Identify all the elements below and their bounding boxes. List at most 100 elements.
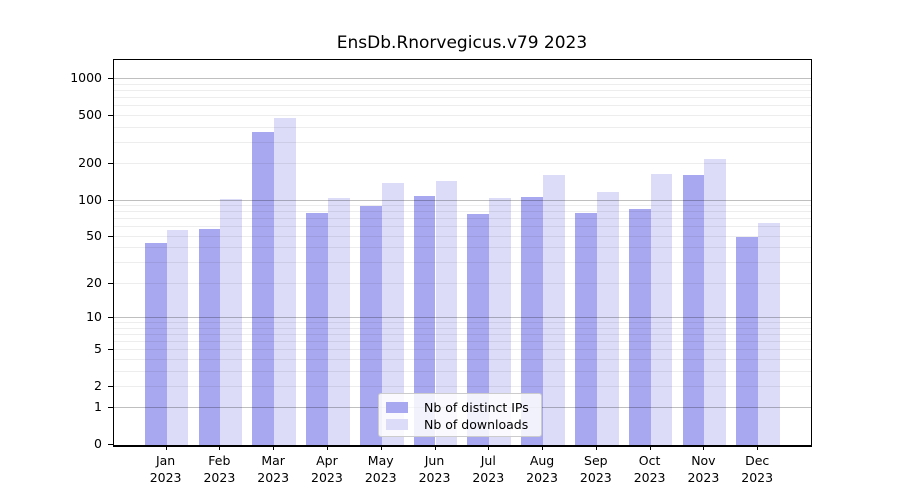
gridline-minor-60 xyxy=(114,226,811,228)
gridline-major-10 xyxy=(114,317,811,319)
gridline-minor-40 xyxy=(114,247,811,249)
bar-distinct-ips-oct xyxy=(628,209,651,445)
y-tick-label-10: 10 xyxy=(86,309,102,324)
x-tick-mark-aug xyxy=(542,446,544,450)
y-tick-mark-10 xyxy=(108,317,113,318)
bar-downloads-jan xyxy=(166,229,189,445)
gridline-minor-30 xyxy=(114,262,811,264)
gridline-minor-400 xyxy=(114,126,811,128)
gridline-minor-70 xyxy=(114,218,811,220)
gridline-major-1000 xyxy=(114,78,811,80)
gridline-minor-6 xyxy=(114,340,811,342)
x-tick-label-jun: Jun 2023 xyxy=(418,453,451,485)
bar-downloads-mar xyxy=(274,118,296,445)
x-tick-label-jul: Jul 2023 xyxy=(472,453,505,485)
bar-distinct-ips-feb xyxy=(198,229,221,445)
legend-label-distinct-ips: Nb of distinct IPs xyxy=(424,400,529,415)
gridline-minor-700 xyxy=(114,96,811,98)
gridline-minor-4 xyxy=(114,358,811,360)
legend-swatch-distinct-ips xyxy=(386,402,408,413)
chart-title: EnsDb.Rnorvegicus.v79 2023 xyxy=(336,33,588,53)
gridline-minor-900 xyxy=(114,83,811,85)
x-tick-mark-jan xyxy=(165,446,167,450)
plot-area xyxy=(113,59,812,447)
y-tick-mark-20 xyxy=(108,282,113,284)
x-tick-label-dec: Dec 2023 xyxy=(741,453,774,485)
bar-downloads-sep xyxy=(596,192,619,445)
y-tick-mark-1000 xyxy=(108,78,113,80)
legend-row-downloads: Nb of downloads xyxy=(379,416,541,433)
y-tick-label-1000: 1000 xyxy=(70,70,102,86)
legend: Nb of distinct IPs Nb of downloads xyxy=(378,393,542,437)
x-tick-mark-dec xyxy=(757,446,759,450)
bar-downloads-apr xyxy=(327,198,350,445)
legend-label-downloads: Nb of downloads xyxy=(424,417,529,432)
x-tick-mark-apr xyxy=(326,446,328,450)
bar-downloads-nov xyxy=(704,159,727,445)
gridline-minor-9 xyxy=(114,322,811,324)
gridline-minor-3 xyxy=(114,370,811,372)
bar-distinct-ips-dec xyxy=(736,236,759,445)
x-tick-label-mar: Mar 2023 xyxy=(257,453,290,485)
y-tick-label-0: 0 xyxy=(94,436,102,451)
x-tick-mark-feb xyxy=(219,446,221,450)
gridline-minor-500 xyxy=(114,114,811,116)
y-tick-mark-200 xyxy=(108,163,113,165)
x-tick-label-apr: Apr 2023 xyxy=(311,453,343,485)
bar-distinct-ips-mar xyxy=(252,131,275,445)
bar-distinct-ips-jun xyxy=(413,195,436,445)
x-tick-label-sep: Sep 2023 xyxy=(579,453,612,485)
x-tick-mark-nov xyxy=(703,446,705,450)
x-tick-mark-oct xyxy=(649,446,651,450)
gridline-minor-50 xyxy=(114,235,811,237)
y-tick-label-50: 50 xyxy=(86,227,102,243)
bar-downloads-jun xyxy=(435,181,458,445)
y-tick-mark-0 xyxy=(108,444,113,445)
x-tick-label-feb: Feb 2023 xyxy=(203,453,236,485)
x-tick-mark-jul xyxy=(488,446,490,450)
x-tick-label-aug: Aug 2023 xyxy=(526,453,558,485)
bar-downloads-jul xyxy=(489,197,512,445)
gridline-minor-5 xyxy=(114,349,811,351)
y-tick-label-100: 100 xyxy=(78,191,102,207)
legend-row-distinct-ips: Nb of distinct IPs xyxy=(379,399,541,416)
gridline-minor-20 xyxy=(114,282,811,284)
bar-distinct-ips-may xyxy=(359,205,382,445)
y-tick-label-1: 1 xyxy=(94,399,102,415)
gridline-minor-80 xyxy=(114,211,811,213)
bar-downloads-may xyxy=(381,182,404,445)
legend-swatch-downloads xyxy=(386,419,408,430)
gridline-minor-300 xyxy=(114,141,811,143)
x-tick-label-may: May 2023 xyxy=(364,453,397,485)
bar-distinct-ips-nov xyxy=(682,174,705,445)
y-tick-label-500: 500 xyxy=(78,106,102,122)
bar-distinct-ips-aug xyxy=(521,197,544,445)
bar-distinct-ips-jul xyxy=(467,213,490,445)
y-tick-mark-5 xyxy=(108,349,113,351)
gridline-minor-200 xyxy=(114,163,811,165)
y-tick-label-2: 2 xyxy=(94,377,102,393)
gridline-major-100 xyxy=(114,199,811,201)
bar-distinct-ips-sep xyxy=(575,212,597,445)
y-tick-mark-1 xyxy=(108,407,113,409)
gridline-minor-2 xyxy=(114,385,811,387)
x-tick-label-oct: Oct 2023 xyxy=(633,453,666,485)
y-tick-label-200: 200 xyxy=(78,155,102,171)
x-tick-mark-mar xyxy=(273,446,275,450)
y-tick-mark-2 xyxy=(108,385,113,387)
y-tick-mark-100 xyxy=(108,199,113,201)
bar-distinct-ips-apr xyxy=(306,212,328,445)
x-tick-mark-sep xyxy=(595,446,597,450)
x-tick-label-nov: Nov 2023 xyxy=(687,453,720,485)
x-tick-label-jan: Jan 2023 xyxy=(149,453,182,485)
gridline-minor-7 xyxy=(114,333,811,335)
gridline-minor-600 xyxy=(114,105,811,107)
bar-distinct-ips-jan xyxy=(144,243,167,445)
x-tick-mark-may xyxy=(380,446,382,450)
bar-downloads-oct xyxy=(650,173,673,445)
y-tick-label-20: 20 xyxy=(86,274,102,290)
gridline-minor-8 xyxy=(114,327,811,329)
bar-downloads-feb xyxy=(220,199,243,445)
y-tick-mark-50 xyxy=(108,235,113,237)
